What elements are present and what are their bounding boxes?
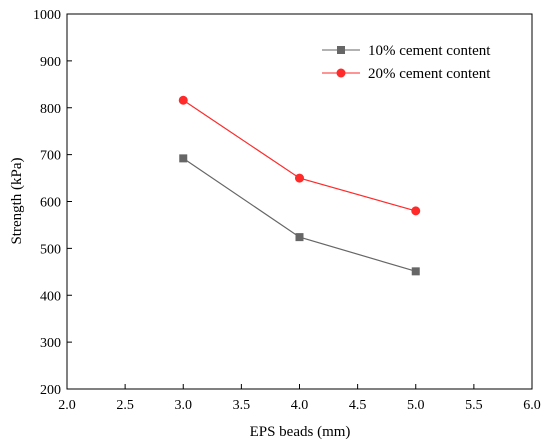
x-axis-title: EPS beads (mm) bbox=[250, 424, 351, 440]
series-1-point-1 bbox=[295, 173, 304, 183]
legend-label-1: 20% cement content bbox=[368, 66, 491, 82]
x-tick-label-6: 5.0 bbox=[407, 398, 425, 413]
y-tick-label-1: 300 bbox=[40, 336, 61, 351]
x-tick-label-8: 6.0 bbox=[523, 398, 541, 413]
y-axis-title: Strength (kPa) bbox=[9, 157, 25, 244]
y-tick-label-7: 900 bbox=[40, 55, 61, 70]
legend-label-0: 10% cement content bbox=[368, 43, 491, 59]
y-tick-label-6: 800 bbox=[40, 102, 61, 117]
series-0-point-1 bbox=[295, 233, 304, 242]
x-tick-label-2: 3.0 bbox=[175, 398, 193, 413]
y-tick-label-0: 200 bbox=[40, 383, 61, 398]
axes: 2.0 2.5 3.0 3.5 4.0 4.5 5.0 5.5 6.0 200 300 400 500 6… bbox=[33, 8, 541, 413]
x-tick-label-3: 3.5 bbox=[233, 398, 251, 413]
x-tick-label-0: 2.0 bbox=[58, 398, 76, 413]
series-0-point-2 bbox=[411, 267, 420, 276]
legend-marker-0 bbox=[337, 46, 345, 54]
y-tick-label-8: 1000 bbox=[33, 8, 61, 23]
x-tick-label-4: 4.0 bbox=[291, 398, 309, 413]
series-1-point-2 bbox=[411, 206, 421, 216]
series-line-1 bbox=[182, 99, 416, 212]
y-tick-label-5: 700 bbox=[40, 149, 61, 164]
legend-marker-1 bbox=[336, 68, 346, 78]
series-1-point-0 bbox=[178, 95, 188, 105]
y-tick-label-4: 600 bbox=[40, 196, 61, 211]
x-tick-label-5: 4.5 bbox=[349, 398, 367, 413]
x-tick-label-1: 2.5 bbox=[116, 398, 134, 413]
y-tick-label-3: 500 bbox=[40, 242, 61, 257]
y-tick-label-2: 400 bbox=[40, 289, 61, 304]
plot-marks bbox=[178, 95, 421, 276]
x-tick-label-7: 5.5 bbox=[465, 398, 483, 413]
series-0-point-0 bbox=[179, 154, 188, 163]
legend: 10% cement content 20% cement content bbox=[322, 43, 491, 82]
